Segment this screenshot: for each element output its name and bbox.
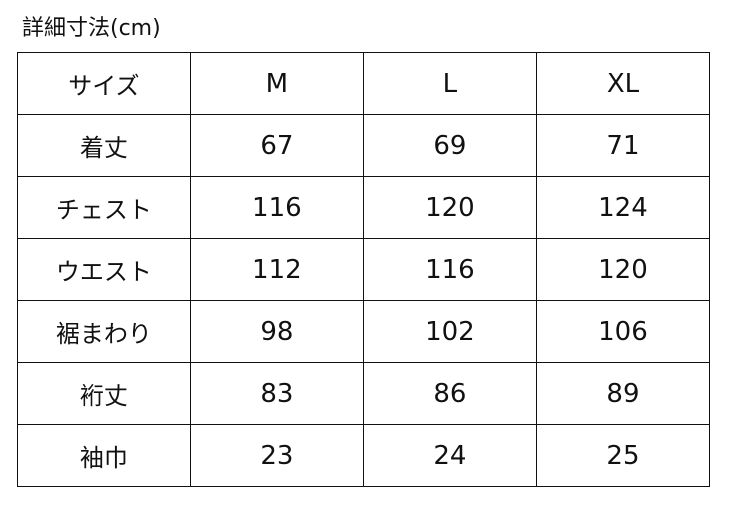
cell-xl: 71 (535, 114, 711, 177)
cell-l: 102 (362, 300, 537, 363)
cell-l: 69 (362, 114, 537, 177)
table-header-row: サイズ M L XL (17, 52, 711, 115)
table-row: ウエスト 112 116 120 (17, 238, 711, 301)
row-label: 裾まわり (17, 300, 191, 363)
page-title: 詳細寸法(cm) (22, 16, 161, 41)
size-table: サイズ M L XL 着丈 67 69 71 チェスト 116 120 124 … (17, 52, 711, 487)
cell-xl: 25 (535, 424, 711, 487)
table-row: 裄丈 83 86 89 (17, 362, 711, 425)
header-cell-l: L (362, 52, 537, 115)
cell-m: 67 (189, 114, 364, 177)
cell-m: 83 (189, 362, 364, 425)
cell-l: 116 (362, 238, 537, 301)
cell-xl: 89 (535, 362, 711, 425)
table-row: 着丈 67 69 71 (17, 114, 711, 177)
cell-l: 120 (362, 176, 537, 239)
table-row: 裾まわり 98 102 106 (17, 300, 711, 363)
header-cell-xl: XL (535, 52, 711, 115)
row-label: 着丈 (17, 114, 191, 177)
cell-m: 98 (189, 300, 364, 363)
cell-xl: 124 (535, 176, 711, 239)
cell-xl: 106 (535, 300, 711, 363)
header-cell-size: サイズ (17, 52, 191, 115)
cell-l: 86 (362, 362, 537, 425)
cell-m: 23 (189, 424, 364, 487)
cell-xl: 120 (535, 238, 711, 301)
cell-l: 24 (362, 424, 537, 487)
row-label: 裄丈 (17, 362, 191, 425)
row-label: 袖巾 (17, 424, 191, 487)
table-row: チェスト 116 120 124 (17, 176, 711, 239)
cell-m: 116 (189, 176, 364, 239)
row-label: チェスト (17, 176, 191, 239)
cell-m: 112 (189, 238, 364, 301)
row-label: ウエスト (17, 238, 191, 301)
table-row: 袖巾 23 24 25 (17, 424, 711, 487)
header-cell-m: M (189, 52, 364, 115)
